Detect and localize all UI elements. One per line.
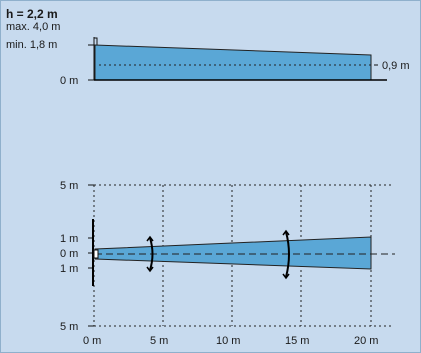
range-arc-far-arrow-down — [282, 273, 290, 280]
floor-label: 0 m — [60, 75, 78, 87]
top-view: 5 m 1 m 0 m 1 m 5 m 0 m 5 m 10 m 15 m 20… — [60, 180, 395, 347]
y-label-0m: 0 m — [60, 248, 78, 260]
range-arc-far-arrow-up — [282, 229, 290, 236]
y-label-1m-left: 1 m — [60, 233, 78, 245]
sensor-marker — [93, 249, 99, 259]
y-label-5m-right: 5 m — [60, 321, 78, 333]
range-arc-near-arrow-up — [146, 235, 154, 242]
side-detection-zone — [94, 44, 372, 81]
range-arc-near — [149, 237, 154, 271]
x-label-10m: 10 m — [216, 335, 240, 347]
x-label-20m: 20 m — [354, 335, 378, 347]
min-height-label: min. 1,8 m — [6, 39, 57, 51]
x-label-0m: 0 m — [83, 335, 101, 347]
end-height-label: 0,9 m — [382, 60, 410, 72]
sensor-bracket — [94, 37, 98, 45]
range-arc-far — [285, 231, 290, 278]
side-view: h = 2,2 m max. 4,0 m min. 1,8 m 0 m 0,9 … — [6, 7, 410, 87]
top-detection-zone — [94, 236, 372, 270]
mounting-height-label: h = 2,2 m — [6, 7, 58, 21]
x-label-5m: 5 m — [150, 335, 168, 347]
range-arc-near-arrow-down — [146, 266, 154, 273]
max-height-label: max. 4,0 m — [6, 21, 60, 33]
y-label-5m-left: 5 m — [60, 180, 78, 192]
x-label-15m: 15 m — [285, 335, 309, 347]
y-label-1m-right: 1 m — [60, 263, 78, 275]
